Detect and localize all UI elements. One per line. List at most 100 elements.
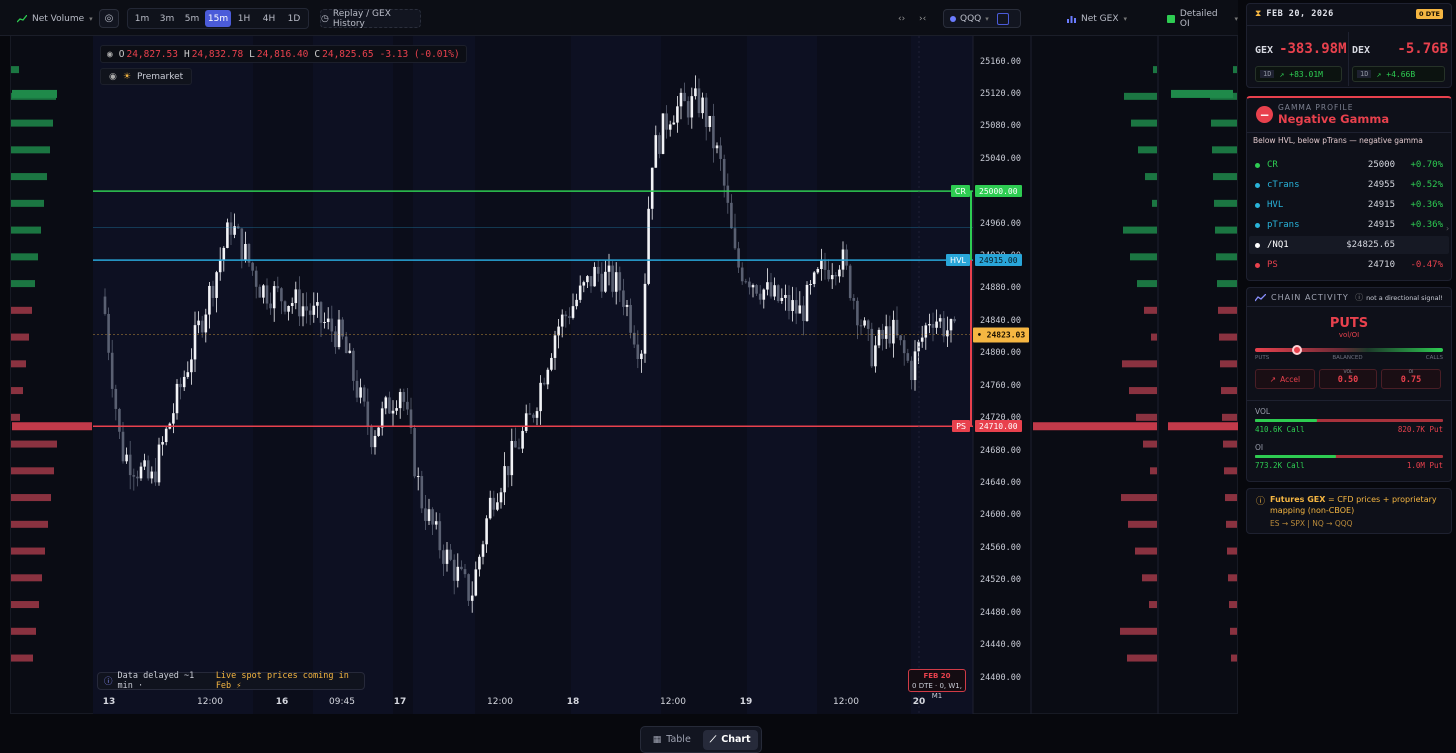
level-tag-ps: PS — [952, 420, 970, 433]
y-tick-label: 24760.00 — [980, 380, 1021, 391]
slider-labels: PUTS BALANCED CALLS — [1255, 355, 1443, 361]
candle-body — [629, 304, 632, 333]
candle-body — [953, 319, 956, 322]
candle-body — [499, 492, 503, 503]
price-chart[interactable] — [11, 36, 1239, 714]
copy-icon[interactable] — [996, 12, 1009, 25]
candle-body — [647, 208, 650, 284]
candle-body — [697, 88, 701, 114]
candle-body — [478, 556, 481, 570]
candle-body — [254, 270, 258, 287]
ohlc-l-label: L — [249, 48, 255, 60]
premarket-toggle[interactable]: ◉ ☀ Premarket — [100, 68, 193, 85]
candle-body — [917, 341, 920, 352]
y-tick-label: 24400.00 — [980, 672, 1021, 683]
candle-body — [658, 135, 661, 154]
eye-icon[interactable]: ◉ — [107, 48, 113, 60]
slider-knob[interactable] — [1291, 345, 1302, 355]
candle-body — [398, 392, 402, 409]
candle-body — [805, 284, 809, 322]
delay-highlight: Live spot prices coming in Feb ⚡ — [215, 671, 349, 691]
chart-area[interactable] — [10, 36, 1238, 714]
candle-body — [416, 476, 420, 478]
candle-body — [812, 272, 816, 285]
level-dot-icon — [1255, 242, 1260, 248]
date-row: ⧗ FEB 20, 2026 0 DTE — [1255, 9, 1443, 19]
chart-view-button[interactable]: ⟋ Chart — [702, 729, 758, 750]
candle-body — [103, 296, 107, 314]
level-price-hvl: 24915.00 — [975, 254, 1022, 267]
collapse-button[interactable]: ›‹ — [919, 9, 926, 28]
trend-up-icon: ↗ — [1279, 69, 1285, 79]
candle-body — [600, 273, 604, 292]
candle-body — [510, 440, 514, 476]
ticker-selector[interactable]: QQQ ▾ — [943, 9, 1021, 28]
timeframe-1m[interactable]: 1m — [134, 13, 150, 24]
candle-body — [218, 260, 222, 273]
candle-body — [596, 266, 600, 274]
candle-body — [128, 454, 132, 476]
dex-block: DEX -5.76B — [1352, 41, 1448, 57]
timeframe-5m[interactable]: 5m — [184, 13, 200, 24]
candle-body — [139, 466, 143, 479]
candle-body — [766, 282, 769, 290]
candle-body — [604, 271, 607, 292]
timeframe-1d[interactable]: 1D — [287, 13, 301, 24]
oi-split-bar — [1255, 455, 1443, 458]
candle-body — [388, 397, 391, 414]
candle-body — [337, 319, 341, 348]
chevron-down-icon: ▾ — [985, 14, 989, 23]
y-tick-label: 24520.00 — [980, 575, 1021, 586]
net-volume-dropdown[interactable]: Net Volume ▾ — [17, 9, 93, 28]
candle-body — [730, 202, 733, 229]
oi-section-label: OI — [1255, 443, 1264, 452]
gex-bar-left — [11, 467, 54, 475]
y-tick-label: 25120.00 — [980, 88, 1021, 99]
candle-body — [866, 320, 870, 329]
accel-button[interactable]: ↗ Accel — [1255, 369, 1315, 389]
candle-body — [132, 475, 136, 477]
candle-body — [514, 440, 517, 448]
gex-bar-right — [1228, 574, 1237, 582]
candle-body — [665, 113, 668, 130]
table-view-button[interactable]: ▦ Table — [644, 730, 700, 750]
candle-body — [686, 101, 690, 118]
candle-body — [190, 359, 193, 373]
timeframe-4h[interactable]: 4H — [262, 13, 276, 24]
top-toolbar: Net Volume ▾ ◎ 1m 3m 5m 15m 1H 4H 1D ◷ R… — [0, 0, 1238, 36]
palette-button[interactable]: ◎ — [99, 9, 119, 28]
candle-body — [719, 145, 722, 159]
panel-collapse-handle[interactable]: › — [1446, 224, 1450, 233]
dex-value: -5.76B — [1397, 41, 1448, 57]
net-gex-dropdown[interactable]: Net GEX ▾ — [1067, 9, 1127, 28]
gex-bar-right — [1216, 253, 1237, 261]
ohlc-close: 24,825.65 — [322, 48, 374, 60]
candle-body — [280, 288, 283, 302]
gex-bar-mid — [1131, 119, 1157, 127]
vol-ratio-box: VOL 0.50 — [1319, 369, 1377, 389]
candle-body — [834, 275, 838, 277]
candle-body — [460, 566, 463, 570]
candle-body — [521, 430, 524, 449]
gex-bar-right — [1224, 467, 1237, 475]
detailed-oi-dropdown[interactable]: Detailed OI ▾ — [1167, 9, 1238, 29]
info-icon[interactable]: ⓘ — [1355, 293, 1364, 302]
timeframe-3m[interactable]: 3m — [159, 13, 175, 24]
candle-body — [146, 460, 150, 479]
level-row-name: CR — [1267, 160, 1278, 170]
bias-slider[interactable] — [1255, 348, 1443, 352]
level-row: HVL 24915 +0.36% — [1249, 196, 1449, 214]
gex-bar-mid — [1136, 413, 1157, 421]
candle-body — [913, 351, 917, 381]
y-tick-label: 24800.00 — [980, 348, 1021, 359]
timeframe-15m[interactable]: 15m — [205, 10, 231, 27]
candle-body — [614, 272, 618, 292]
candle-body — [722, 158, 726, 186]
code-view-button[interactable]: ‹› — [898, 9, 905, 28]
candle-body — [859, 325, 863, 327]
replay-button[interactable]: ◷ Replay / GEX History — [320, 9, 421, 29]
gex-bar-left — [11, 173, 47, 181]
timeframe-1h[interactable]: 1H — [237, 13, 251, 24]
candle-body — [650, 167, 654, 209]
gamma-title: GAMMA PROFILE — [1278, 103, 1354, 112]
